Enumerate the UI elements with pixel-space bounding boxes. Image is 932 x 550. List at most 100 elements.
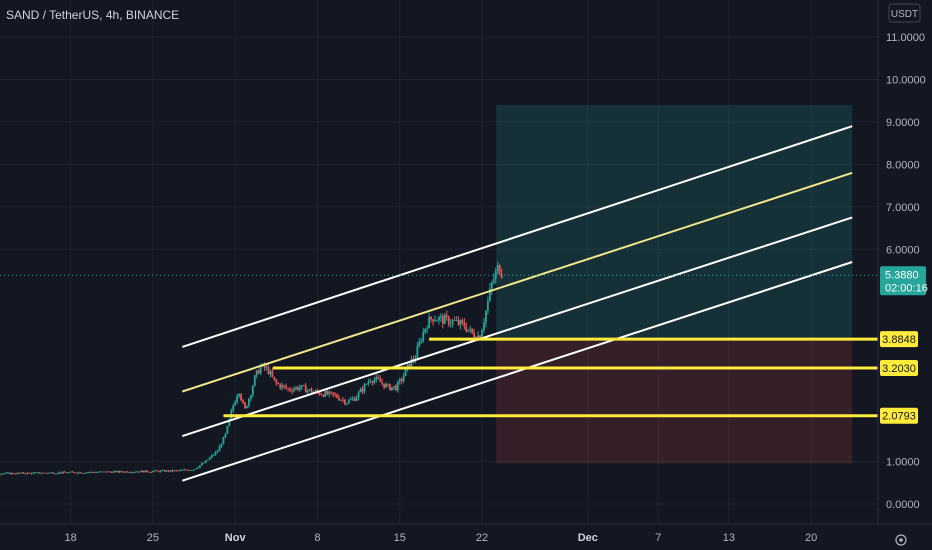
- candle-body: [259, 366, 262, 374]
- candle-302: [432, 318, 434, 326]
- candle-body: [289, 388, 291, 391]
- candle-129: [93, 471, 96, 474]
- candle-112: [59, 472, 62, 474]
- candle-body: [79, 472, 82, 474]
- candle-body: [285, 386, 288, 389]
- candle-320: [467, 329, 470, 333]
- currency-selector[interactable]: USDT: [888, 3, 921, 23]
- candle-259: [347, 398, 350, 405]
- candle-105: [46, 472, 49, 474]
- candle-body: [486, 300, 489, 311]
- candle-235: [300, 385, 303, 391]
- level-lines[interactable]: [223, 337, 878, 418]
- candle-body: [400, 379, 403, 382]
- candle-body: [420, 340, 423, 342]
- candle-109: [54, 473, 56, 475]
- currency-box[interactable]: [888, 3, 921, 23]
- candle-274: [377, 374, 380, 380]
- candle-278: [385, 382, 387, 389]
- candle-body: [77, 472, 80, 474]
- candle-229: [289, 386, 291, 393]
- candle-308: [443, 312, 446, 324]
- settings-gear-icon[interactable]: [895, 534, 907, 546]
- candle-231: [293, 386, 295, 393]
- candle-body: [214, 451, 217, 455]
- candle-319: [465, 322, 468, 333]
- candle-body: [406, 363, 409, 369]
- candle-body: [244, 402, 246, 409]
- candle-body: [253, 375, 256, 387]
- candle-body: [173, 470, 176, 472]
- candle-295: [418, 338, 421, 348]
- candle-307: [441, 313, 444, 329]
- candle-194: [220, 443, 223, 448]
- candle-body: [320, 394, 323, 396]
- candle-149: [132, 471, 135, 474]
- x-tick-4: 15: [394, 532, 406, 544]
- candle-123: [81, 472, 84, 474]
- candle-body: [281, 385, 284, 388]
- candle-220: [271, 368, 274, 378]
- candle-body: [500, 274, 503, 279]
- candle-body: [457, 320, 460, 325]
- candle-body: [138, 471, 141, 473]
- candle-179: [191, 469, 193, 471]
- candle-body: [134, 471, 137, 473]
- candle-body: [14, 473, 17, 475]
- candle-156: [146, 469, 148, 473]
- candle-247: [324, 389, 327, 398]
- candle-body: [242, 400, 244, 403]
- candle-body: [471, 328, 474, 333]
- candle-82: [1, 473, 3, 475]
- candle-body: [304, 385, 307, 393]
- candle-body: [402, 375, 405, 382]
- candle-316: [459, 319, 462, 330]
- x-tick-0: 18: [65, 532, 77, 544]
- candle-body: [202, 462, 205, 464]
- candle-body: [396, 381, 399, 391]
- candle-body: [42, 472, 45, 474]
- currency-label[interactable]: USDT: [891, 9, 918, 20]
- candle-body: [369, 381, 372, 383]
- candle-body: [379, 378, 382, 382]
- candle-304: [436, 319, 438, 322]
- candle-body: [322, 394, 325, 397]
- candle-228: [287, 387, 289, 392]
- candle-body: [132, 472, 135, 473]
- candle-body: [381, 381, 384, 384]
- candle-334: [494, 267, 497, 284]
- candle-body: [465, 327, 468, 332]
- candle-body: [204, 460, 207, 463]
- candle-102: [40, 472, 43, 475]
- candle-124: [83, 472, 86, 474]
- candle-158: [150, 471, 152, 473]
- candle-294: [416, 342, 419, 359]
- candle-234: [298, 384, 301, 393]
- position-box[interactable]: [496, 104, 853, 464]
- parallel-channel[interactable]: [181, 125, 853, 482]
- candle-body: [167, 470, 170, 472]
- level-badge-label-2: 2.0793: [882, 411, 916, 423]
- candle-body: [383, 383, 385, 388]
- candle-165: [163, 469, 166, 472]
- price-axis-background[interactable]: [878, 0, 932, 524]
- candle-90: [16, 472, 19, 475]
- grid-lines: [0, 0, 878, 524]
- candle-body: [238, 393, 241, 397]
- candle-body: [449, 323, 452, 325]
- candle-body: [443, 315, 446, 324]
- x-tick-2: Nov: [225, 532, 247, 544]
- candle-body: [75, 472, 78, 474]
- candle-body: [189, 470, 192, 471]
- candle-153: [140, 470, 143, 473]
- candle-321: [469, 325, 472, 334]
- candle-body: [267, 367, 270, 374]
- candle-body: [490, 282, 493, 289]
- candle-159: [152, 470, 154, 473]
- candles: [0, 261, 503, 475]
- candle-131: [97, 471, 99, 473]
- candle-body: [496, 264, 499, 272]
- candle-305: [438, 315, 440, 325]
- candle-body: [48, 472, 50, 474]
